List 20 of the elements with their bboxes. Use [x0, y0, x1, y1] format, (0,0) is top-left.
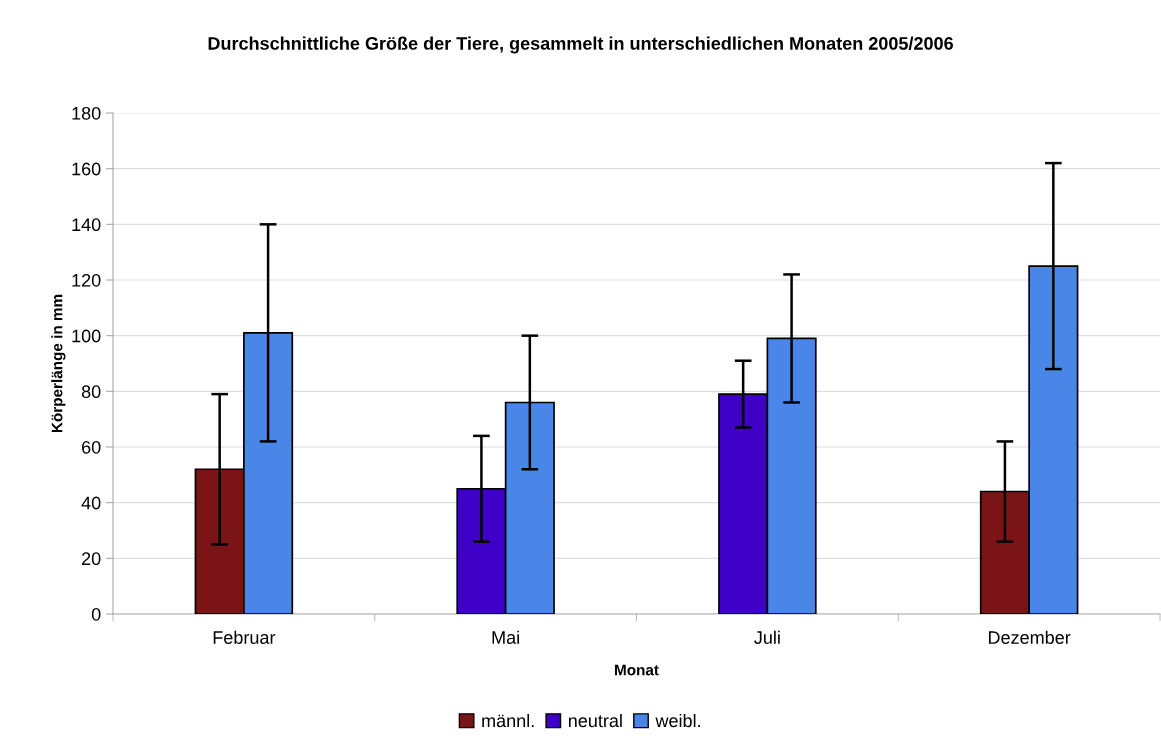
y-tick-label: 100 — [72, 329, 101, 343]
y-tick-label: 160 — [72, 162, 101, 176]
y-tick-label: 120 — [72, 273, 101, 287]
x-tick-label: Juli — [754, 630, 780, 644]
legend-label: männl. — [482, 713, 534, 728]
x-tick-label: Mai — [492, 630, 519, 644]
y-tick-label: 180 — [72, 106, 101, 120]
legend-label: neutral — [568, 713, 622, 728]
y-tick-label: 20 — [82, 552, 101, 566]
y-tick-label: 80 — [81, 385, 101, 399]
x-tick-label: Februar — [213, 630, 276, 644]
y-tick-label: 0 — [91, 607, 101, 621]
y-tick-label: 140 — [72, 218, 101, 232]
y-tick-label: 40 — [81, 496, 101, 510]
x-tick-label: Dezember — [988, 630, 1071, 644]
chart-title: Durchschnittliche Größe der Tiere, gesammelt in unterschiedlichen Monaten 2005/2006 — [208, 36, 953, 54]
y-tick-label: 60 — [82, 440, 101, 454]
x-axis-title: Monat — [615, 664, 659, 676]
y-axis-title: Körperlänge in mm — [51, 294, 66, 433]
legend-label: weibl. — [655, 713, 700, 728]
